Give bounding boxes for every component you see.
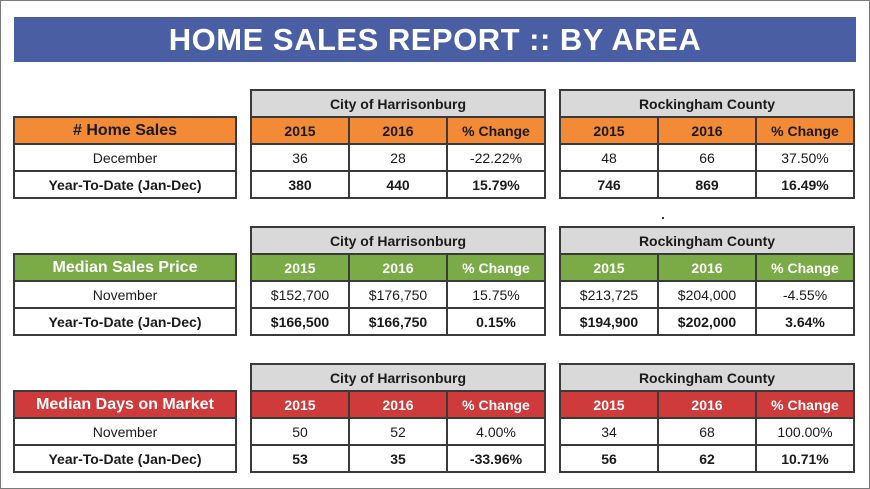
table-cell: $166,750 (348, 307, 448, 336)
col-change-harrisonburg: % Change (446, 253, 546, 282)
table-cell: 3.64% (755, 307, 855, 336)
col-2015-rockingham: 2015 (559, 253, 659, 282)
table-cell: 48 (559, 143, 659, 172)
table-cell: $202,000 (657, 307, 757, 336)
table-cell: 36 (250, 143, 350, 172)
table-cell: 66 (657, 143, 757, 172)
section-label: Median Days on Market (13, 390, 237, 419)
col-change-rockingham: % Change (755, 253, 855, 282)
row-label: Year-To-Date (Jan-Dec) (13, 170, 237, 199)
col-2015-harrisonburg: 2015 (250, 116, 350, 145)
area-header-harrisonburg: City of Harrisonburg (250, 363, 546, 392)
table-cell: 56 (559, 444, 659, 473)
table-cell: 35 (348, 444, 448, 473)
table-cell: 53 (250, 444, 350, 473)
table-cell: $213,725 (559, 280, 659, 309)
table-cell: 440 (348, 170, 448, 199)
table-cell: 4.00% (446, 417, 546, 446)
col-2015-harrisonburg: 2015 (250, 390, 350, 419)
table-cell: $166,500 (250, 307, 350, 336)
col-2016-harrisonburg: 2016 (348, 390, 448, 419)
table-cell: 28 (348, 143, 448, 172)
col-change-harrisonburg: % Change (446, 116, 546, 145)
col-2015-rockingham: 2015 (559, 390, 659, 419)
table-cell: 52 (348, 417, 448, 446)
col-change-rockingham: % Change (755, 116, 855, 145)
col-2016-rockingham: 2016 (657, 390, 757, 419)
area-header-harrisonburg: City of Harrisonburg (250, 89, 546, 118)
row-label: November (13, 417, 237, 446)
table-cell: 34 (559, 417, 659, 446)
col-change-rockingham: % Change (755, 390, 855, 419)
report-title: HOME SALES REPORT :: BY AREA (14, 17, 856, 62)
table-cell: 15.79% (446, 170, 546, 199)
area-header-harrisonburg: City of Harrisonburg (250, 226, 546, 255)
section-label: # Home Sales (13, 116, 237, 145)
table-cell: 100.00% (755, 417, 855, 446)
table-cell: 37.50% (755, 143, 855, 172)
table-cell: -22.22% (446, 143, 546, 172)
col-2015-rockingham: 2015 (559, 116, 659, 145)
area-header-rockingham: Rockingham County (559, 363, 855, 392)
table-cell: 62 (657, 444, 757, 473)
col-2016-rockingham: 2016 (657, 116, 757, 145)
stray-dot (662, 217, 664, 219)
col-2016-harrisonburg: 2016 (348, 116, 448, 145)
table-cell: 16.49% (755, 170, 855, 199)
table-cell: 10.71% (755, 444, 855, 473)
table-cell: 0.15% (446, 307, 546, 336)
table-cell: 869 (657, 170, 757, 199)
col-2015-harrisonburg: 2015 (250, 253, 350, 282)
table-cell: 380 (250, 170, 350, 199)
table-cell: $176,750 (348, 280, 448, 309)
section-label: Median Sales Price (13, 253, 237, 282)
col-2016-harrisonburg: 2016 (348, 253, 448, 282)
row-label: December (13, 143, 237, 172)
area-header-rockingham: Rockingham County (559, 226, 855, 255)
row-label: November (13, 280, 237, 309)
table-cell: 50 (250, 417, 350, 446)
table-cell: 15.75% (446, 280, 546, 309)
row-label: Year-To-Date (Jan-Dec) (13, 444, 237, 473)
table-cell: 68 (657, 417, 757, 446)
table-cell: 746 (559, 170, 659, 199)
table-cell: $152,700 (250, 280, 350, 309)
area-header-rockingham: Rockingham County (559, 89, 855, 118)
table-cell: $194,900 (559, 307, 659, 336)
table-cell: -33.96% (446, 444, 546, 473)
table-cell: $204,000 (657, 280, 757, 309)
col-change-harrisonburg: % Change (446, 390, 546, 419)
table-cell: -4.55% (755, 280, 855, 309)
row-label: Year-To-Date (Jan-Dec) (13, 307, 237, 336)
col-2016-rockingham: 2016 (657, 253, 757, 282)
